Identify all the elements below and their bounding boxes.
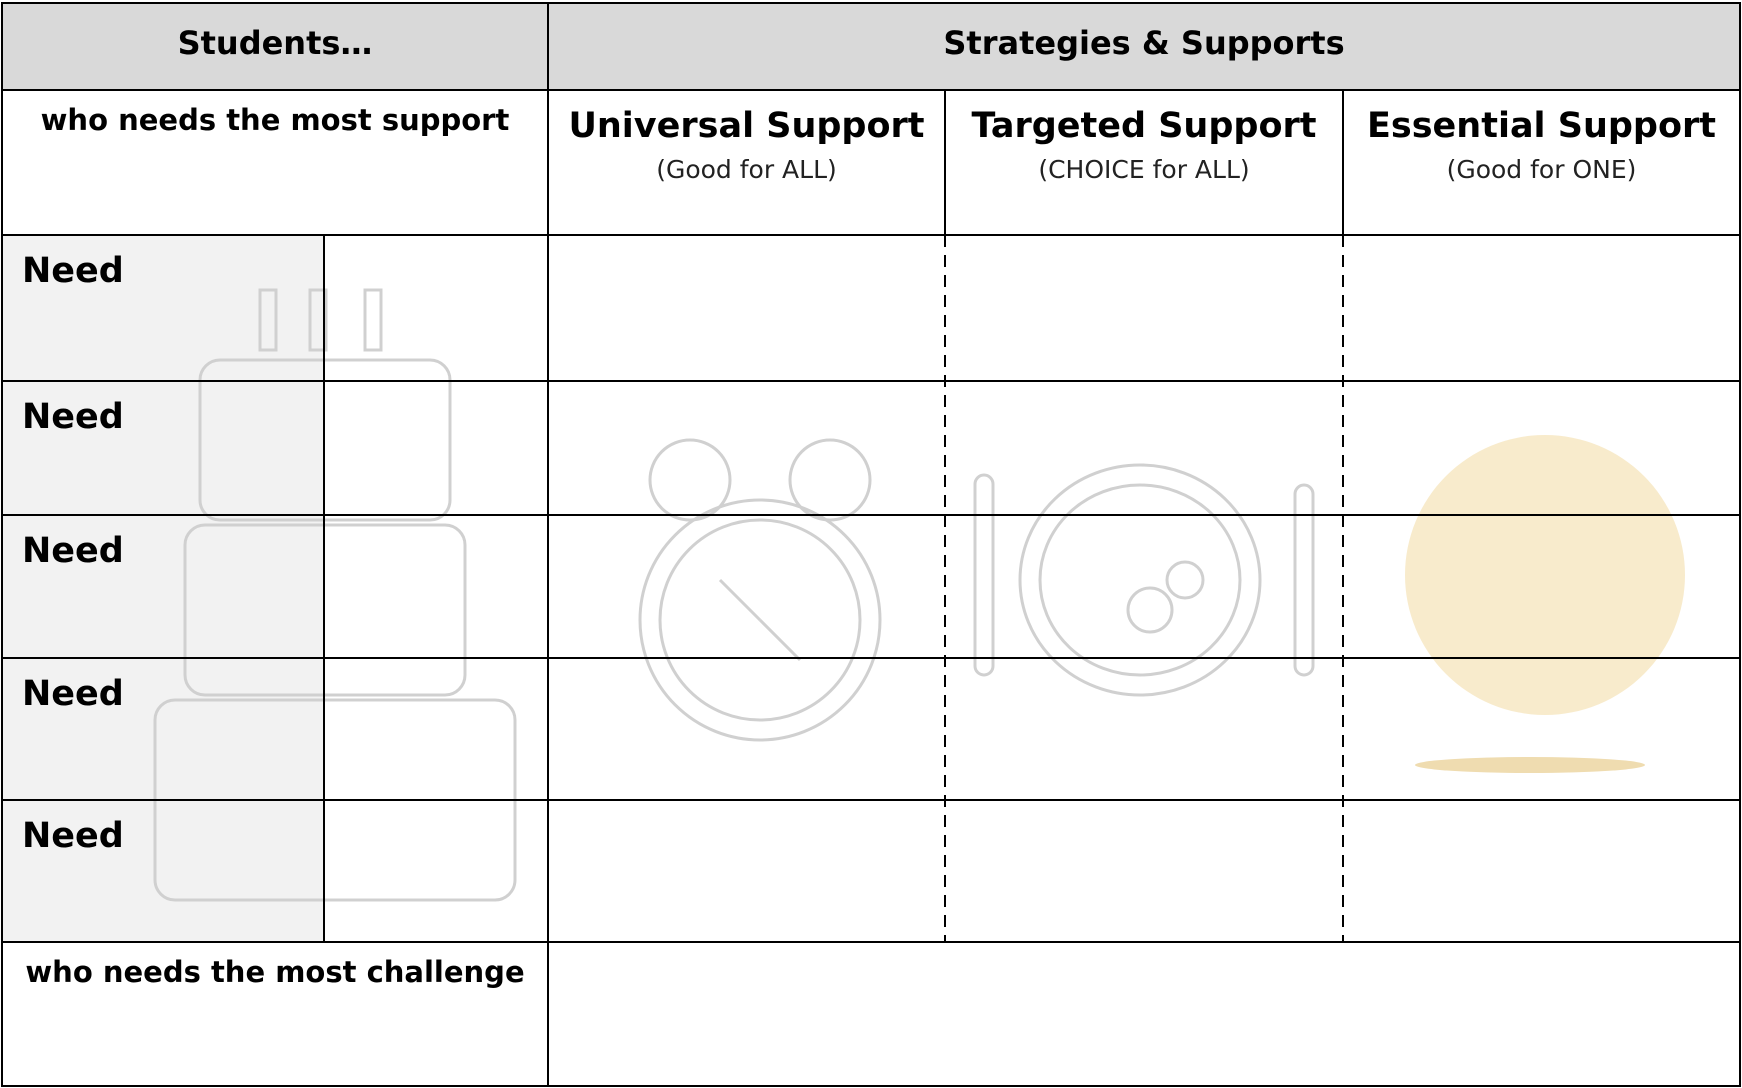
- row-label: Need: [22, 674, 124, 714]
- subheader-left: who needs the most support: [40, 103, 510, 137]
- decorations: [153, 288, 1315, 902]
- column-subtitle: (Good for ONE): [1446, 155, 1637, 184]
- header-students: Students…: [177, 24, 373, 62]
- yawn-emoji: [1405, 435, 1685, 715]
- need-bg: [2, 235, 324, 942]
- column-title: Targeted Support: [971, 106, 1317, 146]
- column-title: Essential Support: [1366, 106, 1717, 146]
- row-label: Need: [22, 531, 124, 571]
- column-subtitle: (Good for ALL): [656, 155, 837, 184]
- row-label: Need: [22, 251, 124, 291]
- header-bg: [2, 3, 1740, 90]
- row-label: Need: [22, 397, 124, 437]
- footer-left: who needs the most challenge: [25, 955, 525, 989]
- emoji-shadow: [1415, 757, 1645, 773]
- column-subtitle: (CHOICE for ALL): [1038, 155, 1250, 184]
- header-strategies: Strategies & Supports: [943, 24, 1345, 62]
- column-title: Universal Support: [568, 106, 925, 146]
- row-label: Need: [22, 816, 124, 856]
